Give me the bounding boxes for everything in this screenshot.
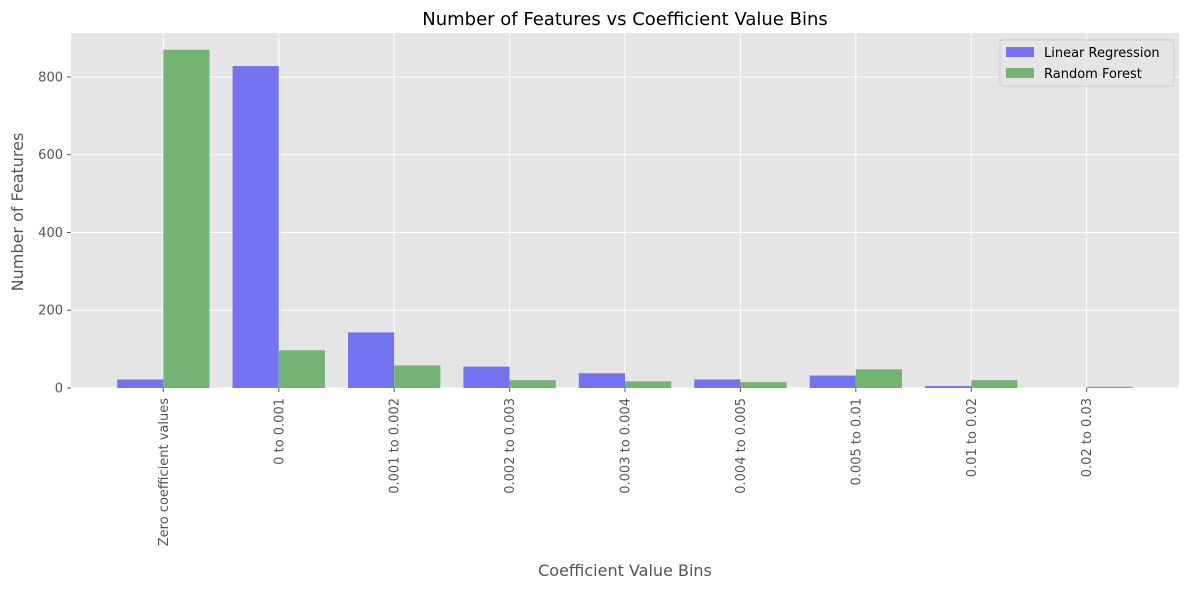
legend: Linear Regression Random Forest xyxy=(999,39,1175,87)
legend-swatch xyxy=(1006,68,1034,78)
bar xyxy=(509,380,556,388)
bar xyxy=(117,379,164,388)
x-tick-label: 0.002 to 0.003 xyxy=(503,398,518,494)
bar xyxy=(625,381,672,388)
bars xyxy=(117,49,1133,388)
x-tick-label: 0.003 to 0.004 xyxy=(619,398,634,494)
bar xyxy=(463,366,510,388)
x-tick-label: 0.01 to 0.02 xyxy=(965,398,980,477)
bar xyxy=(348,332,395,388)
legend-label: Random Forest xyxy=(1044,67,1142,82)
y-tick-label: 200 xyxy=(38,304,63,319)
bar xyxy=(855,369,902,388)
bar xyxy=(809,375,856,388)
bar xyxy=(163,49,210,388)
bar xyxy=(394,365,441,388)
legend-label: Linear Regression xyxy=(1044,46,1160,61)
x-axis-label: Coefficient Value Bins xyxy=(538,561,712,580)
y-tick-label: 800 xyxy=(38,70,63,85)
legend-swatch xyxy=(1006,47,1034,57)
bar xyxy=(232,66,279,388)
legend-frame xyxy=(999,39,1175,87)
bar xyxy=(1086,386,1133,388)
x-tick-label: 0.005 to 0.01 xyxy=(849,398,864,485)
bar xyxy=(278,350,325,388)
y-tick-label: 0 xyxy=(55,382,63,397)
x-tick-label: 0 to 0.001 xyxy=(272,398,287,465)
x-tick-label: 0.004 to 0.005 xyxy=(734,398,749,494)
chart-title: Number of Features vs Coefficient Value … xyxy=(422,9,827,30)
x-tick-label: 0.001 to 0.002 xyxy=(388,398,403,494)
bar xyxy=(971,380,1018,388)
y-tick-label: 400 xyxy=(38,226,63,241)
y-tick-label: 600 xyxy=(38,148,63,163)
y-axis-ticks: 0 200 400 600 800 xyxy=(38,70,71,397)
bar xyxy=(578,373,625,388)
bar xyxy=(740,382,787,388)
x-axis-ticks: Zero coefficient values 0 to 0.001 0.001 t… xyxy=(157,388,1095,546)
bar xyxy=(694,379,741,388)
x-tick-label: 0.02 to 0.03 xyxy=(1080,398,1095,477)
x-tick-label: Zero coefficient values xyxy=(157,398,172,546)
y-axis-label: Number of Features xyxy=(8,133,27,292)
bar xyxy=(925,386,972,388)
